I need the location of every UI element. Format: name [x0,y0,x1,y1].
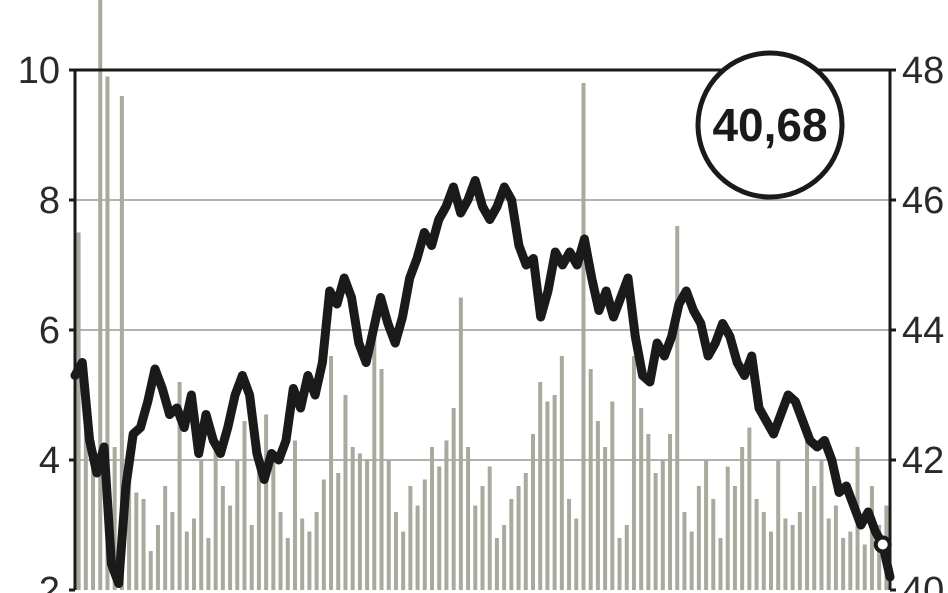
right-tick-label: 48 [902,50,944,92]
left-tick-label: 4 [39,440,60,482]
left-tick-label: 2 [39,570,60,593]
left-tick-label: 6 [39,310,60,352]
right-tick-label: 42 [902,440,944,482]
right-tick-label: 44 [902,310,944,352]
highlight-value: 40,68 [712,99,827,151]
left-tick-label: 10 [18,50,60,92]
stock-chart: 108642484644424040,68 [0,0,948,593]
chart-canvas: 108642484644424040,68 [0,0,948,593]
left-tick-label: 8 [39,180,60,222]
right-tick-label: 40 [902,570,944,593]
right-tick-label: 46 [902,180,944,222]
